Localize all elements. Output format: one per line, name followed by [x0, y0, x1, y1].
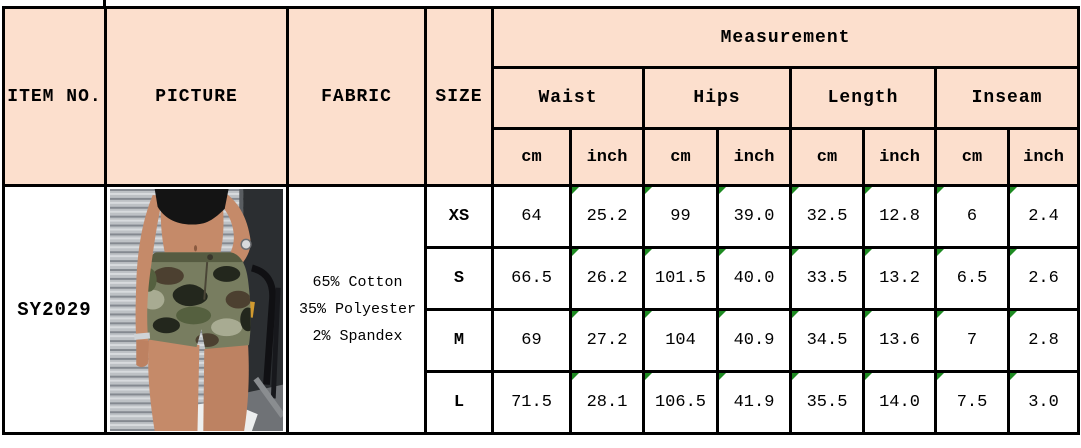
unit-inseam-cm: cm: [934, 127, 1010, 187]
l-length-cm: 35.5: [789, 370, 865, 435]
s-hips-cm: 101.5: [642, 246, 719, 311]
m-waist-cm: 69: [491, 308, 572, 373]
l-waist-cm: 71.5: [491, 370, 572, 435]
l-hips-cm: 106.5: [642, 370, 719, 435]
unit-hips-inch: inch: [716, 127, 792, 187]
xs-waist-cm: 64: [491, 184, 572, 249]
xs-length-cm: 32.5: [789, 184, 865, 249]
right-leg: [203, 343, 249, 431]
header-hips: Hips: [642, 66, 792, 130]
unit-length-cm: cm: [789, 127, 865, 187]
fabric-cell: 65% Cotton 35% Polyester 2% Spandex: [286, 184, 427, 435]
size-chart-table: ITEM NO. PICTURE FABRIC SIZE Measurement…: [2, 6, 1081, 435]
product-photo: [110, 189, 283, 431]
s-inseam-cm: 6.5: [934, 246, 1010, 311]
m-length-inch: 13.6: [862, 308, 937, 373]
m-waist-inch: 27.2: [569, 308, 645, 373]
unit-inseam-inch: inch: [1006, 127, 1081, 187]
xs-waist-inch: 25.2: [569, 184, 645, 249]
s-waist-cm: 66.5: [491, 246, 572, 311]
s-inseam-inch: 2.6: [1006, 246, 1081, 311]
header-waist: Waist: [491, 66, 645, 130]
fabric-line-2: 35% Polyester: [298, 301, 417, 318]
l-waist-inch: 28.1: [569, 370, 645, 435]
fabric-line-1: 65% Cotton: [312, 274, 403, 291]
size-row-m: M 69 27.2 104 40.9 34.5 13.6 7 2.8: [4, 308, 1081, 373]
crop-artifact-line: [103, 0, 106, 6]
left-leg: [148, 337, 200, 431]
header-size: SIZE: [424, 6, 494, 187]
unit-waist-cm: cm: [491, 127, 572, 187]
s-length-inch: 13.2: [862, 246, 937, 311]
item-number-cell: SY2029: [2, 184, 107, 435]
m-inseam-inch: 2.8: [1006, 308, 1081, 373]
size-label-m: M: [424, 308, 494, 373]
bracelet: [134, 332, 151, 340]
s-hips-inch: 40.0: [716, 246, 792, 311]
xs-hips-cm: 99: [642, 184, 719, 249]
size-label-l: L: [424, 370, 494, 435]
size-label-xs: XS: [424, 184, 494, 249]
l-length-inch: 14.0: [862, 370, 937, 435]
cropped-row-above: [0, 0, 1081, 6]
navel: [193, 245, 198, 252]
header-measurement: Measurement: [490, 6, 1081, 69]
left-hand: [136, 339, 149, 368]
watch: [240, 238, 252, 250]
s-length-cm: 33.5: [789, 246, 865, 311]
m-hips-inch: 40.9: [716, 308, 792, 373]
header-fabric: FABRIC: [286, 6, 427, 187]
gray-strut: [253, 376, 283, 418]
m-inseam-cm: 7: [934, 308, 1010, 373]
l-inseam-inch: 3.0: [1006, 370, 1081, 435]
header-item-no: ITEM NO.: [2, 6, 107, 187]
xs-inseam-cm: 6: [934, 184, 1010, 249]
metal-rack: [250, 264, 277, 385]
unit-waist-inch: inch: [569, 127, 645, 187]
fabric-line-3: 2% Spandex: [312, 328, 403, 345]
size-row-s: S 66.5 26.2 101.5 40.0 33.5 13.2 6.5 2.6: [4, 246, 1081, 311]
header-picture: PICTURE: [104, 6, 289, 187]
l-hips-inch: 41.9: [716, 370, 792, 435]
m-length-cm: 34.5: [789, 308, 865, 373]
header-length: Length: [789, 66, 937, 130]
xs-inseam-inch: 2.4: [1006, 184, 1081, 249]
left-arm: [135, 194, 164, 350]
xs-length-inch: 12.8: [862, 184, 937, 249]
m-hips-cm: 104: [642, 308, 719, 373]
unit-length-inch: inch: [862, 127, 937, 187]
l-inseam-cm: 7.5: [934, 370, 1010, 435]
picture-cell: [104, 184, 289, 435]
header-inseam: Inseam: [933, 66, 1081, 130]
black-crop-top: [154, 189, 229, 225]
size-row-l: L 71.5 28.1 106.5 41.9 35.5 14.0 7.5 3.0: [4, 370, 1081, 435]
unit-hips-cm: cm: [642, 127, 719, 187]
s-waist-inch: 26.2: [569, 246, 645, 311]
xs-hips-inch: 39.0: [716, 184, 792, 249]
size-row-xs: SY2029: [2, 184, 1081, 435]
size-label-s: S: [424, 246, 494, 311]
shorts-button: [207, 254, 214, 261]
